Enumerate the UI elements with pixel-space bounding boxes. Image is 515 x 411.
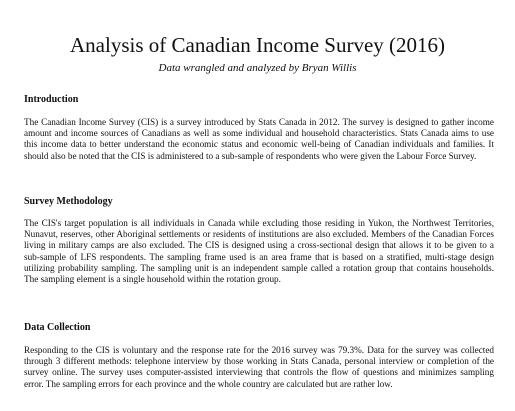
section-heading-survey-methodology: Survey Methodology	[24, 196, 113, 207]
paper-title: Analysis of Canadian Income Survey (2016…	[70, 33, 445, 57]
section-heading-introduction: Introduction	[24, 94, 79, 105]
section-body-survey-methodology: The CIS's target population is all indiv…	[24, 218, 494, 285]
section-body-introduction: The Canadian Income Survey (CIS) is a su…	[24, 117, 494, 161]
section-body-data-collection: Responding to the CIS is voluntary and t…	[24, 345, 494, 389]
author-byline: Data wrangled and analyzed by Bryan Will…	[158, 62, 357, 74]
section-heading-data-collection: Data Collection	[24, 322, 91, 333]
